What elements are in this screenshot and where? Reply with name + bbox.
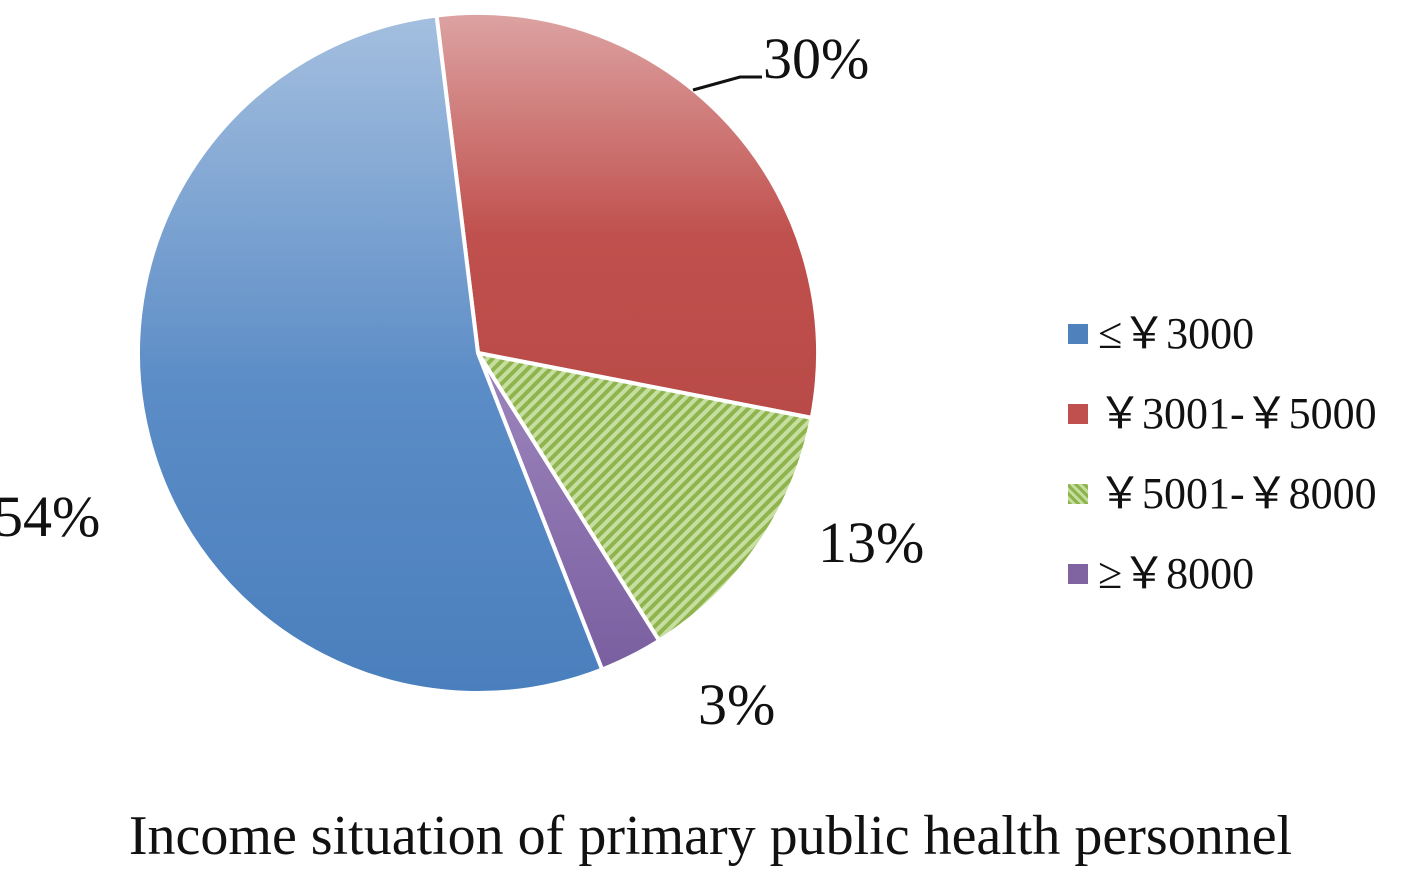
legend-swatch-1 (1068, 404, 1088, 424)
pie-slice-3001-5000 (434, 11, 820, 420)
pie-slice-le-3000 (136, 13, 605, 695)
chart-title: Income situation of primary public healt… (128, 805, 1293, 867)
data-label-30: 30% (763, 26, 870, 91)
legend-label: ￥5001-￥8000 (1098, 469, 1377, 518)
legend-label: ￥3001-￥5000 (1098, 389, 1377, 438)
legend-swatch-0 (1068, 324, 1088, 344)
legend-label: ≥￥8000 (1098, 549, 1255, 598)
data-label-13: 13% (818, 510, 925, 575)
legend-item: ￥3001-￥5000 (1068, 392, 1377, 436)
legend-item: ￥5001-￥8000 (1068, 472, 1377, 516)
legend-swatch-2 (1068, 484, 1088, 504)
legend-item: ≥￥8000 (1068, 552, 1377, 596)
pie-slice-5001-8000 (476, 351, 814, 643)
legend-swatch-3 (1068, 564, 1088, 584)
legend-item: ≤￥3000 (1068, 312, 1377, 356)
legend: ≤￥3000 ￥3001-￥5000 ￥5001-￥8000 ≥￥8000 (1068, 312, 1377, 632)
leader-line-30 (692, 75, 762, 92)
data-label-3: 3% (698, 672, 776, 737)
data-label-54: 54% (0, 484, 101, 549)
legend-label: ≤￥3000 (1098, 309, 1255, 358)
